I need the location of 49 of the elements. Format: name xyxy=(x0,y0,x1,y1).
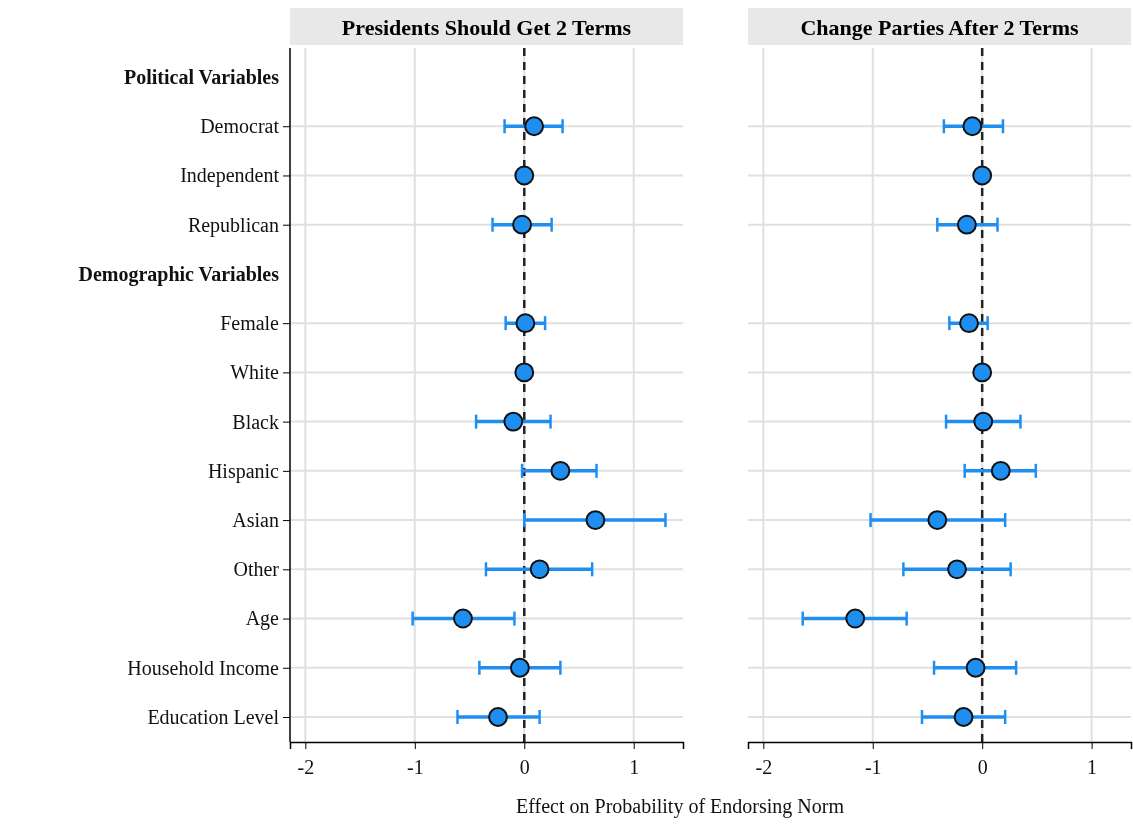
point xyxy=(990,460,1011,481)
point xyxy=(514,165,535,186)
point xyxy=(488,707,508,727)
y-tick-label: Other xyxy=(233,558,280,581)
point xyxy=(512,214,532,235)
y-tick-label: Independent xyxy=(180,164,280,188)
y-tick-label: Household Income xyxy=(127,656,280,679)
point xyxy=(453,608,473,629)
point xyxy=(972,362,993,383)
x-tick-label: -1 xyxy=(864,756,882,778)
y-tick-label: Hispanic xyxy=(207,459,280,483)
point xyxy=(927,510,948,530)
point xyxy=(962,116,983,137)
y-tick-label: Asian xyxy=(232,508,279,531)
x-axis-title: Effect on Probability of Endorsing Norm xyxy=(516,795,845,818)
y-tick-label: Political Variables xyxy=(124,65,280,88)
point xyxy=(956,214,977,235)
point xyxy=(515,313,536,334)
y-tick-label: Female xyxy=(220,312,280,335)
point xyxy=(972,165,993,186)
x-tick-label: 1 xyxy=(629,756,640,778)
y-tick-label: Age xyxy=(245,607,280,631)
x-tick-label: 1 xyxy=(1087,756,1098,778)
point xyxy=(585,510,606,530)
point xyxy=(959,313,979,334)
point xyxy=(529,559,550,580)
x-tick-label: -2 xyxy=(755,756,773,778)
x-tick-label: -1 xyxy=(406,756,424,778)
chart-title: Change Parties After 2 Terms xyxy=(800,15,1080,40)
y-tick-label: Education Level xyxy=(147,705,280,728)
point xyxy=(845,608,866,629)
point xyxy=(973,411,994,432)
x-tick-label: 0 xyxy=(519,756,530,778)
point xyxy=(953,707,974,727)
y-tick-label: White xyxy=(230,361,280,384)
x-tick-label: -2 xyxy=(297,756,315,778)
y-tick-label: Republican xyxy=(187,213,279,237)
point xyxy=(503,411,524,432)
point xyxy=(965,657,986,678)
point xyxy=(947,559,967,580)
y-tick-label: Demographic Variables xyxy=(78,262,280,286)
point xyxy=(550,460,571,481)
chart-title: Presidents Should Get 2 Terms xyxy=(341,15,632,40)
y-tick-label: Democrat xyxy=(200,115,280,138)
point xyxy=(509,657,530,678)
point xyxy=(514,362,535,383)
x-tick-label: 0 xyxy=(977,756,988,778)
point xyxy=(524,116,545,137)
y-tick-label: Black xyxy=(232,410,279,433)
